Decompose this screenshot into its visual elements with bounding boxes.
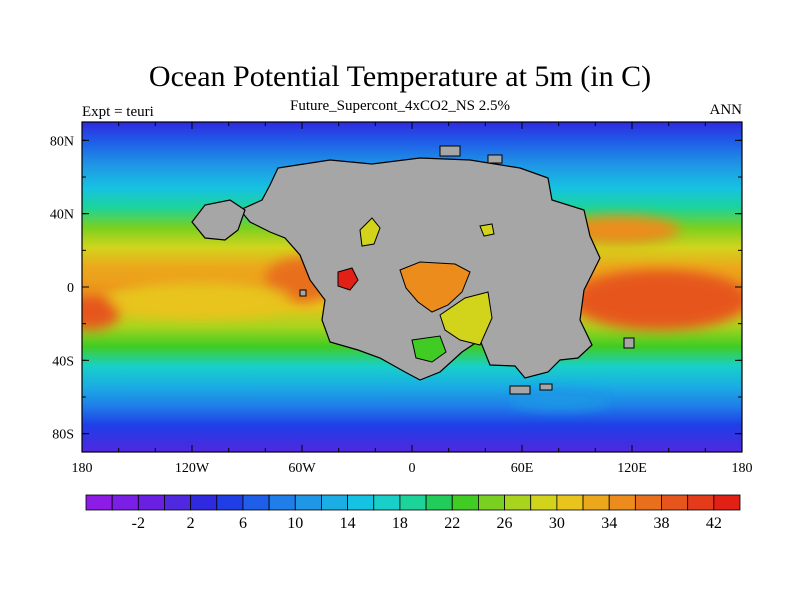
season-label: ANN	[709, 102, 743, 118]
axis-ticks	[81, 122, 743, 452]
x-tick-label: 180	[732, 461, 753, 476]
colorbar	[85, 494, 741, 511]
y-tick-label: 40N	[50, 208, 74, 223]
southern-island	[539, 383, 553, 391]
colorbar-label: 42	[706, 515, 722, 532]
arctic-island	[439, 145, 461, 157]
colorbar-box	[373, 494, 401, 511]
colorbar-box	[504, 494, 532, 511]
y-tick-labels: 80N 40N 0 40S 80S	[50, 134, 74, 442]
colorbar-box	[530, 494, 558, 511]
southern-island	[623, 337, 635, 349]
colorbar-box	[268, 494, 296, 511]
colorbar-label: 14	[340, 515, 356, 532]
colorbar-box	[425, 494, 453, 511]
y-tick-label: 40S	[52, 354, 74, 369]
colorbar-box	[582, 494, 610, 511]
x-tick-label: 60W	[288, 461, 316, 476]
x-tick-label: 0	[409, 461, 416, 476]
colorbar-label: 6	[239, 515, 247, 532]
x-tick-label: 120W	[175, 461, 210, 476]
southern-cool-patch	[510, 390, 610, 410]
colorbar-box	[347, 494, 375, 511]
colorbar-labels: -2 2 6 10 14 18 22 26 30 34 38 42	[132, 515, 722, 532]
colorbar-box	[137, 494, 165, 511]
colorbar-label: 38	[654, 515, 670, 532]
colorbar-box	[661, 494, 689, 511]
colorbar-box	[634, 494, 662, 511]
colorbar-box	[687, 494, 715, 511]
southern-island	[509, 385, 531, 395]
colorbar-box	[399, 494, 427, 511]
inland-sea-south	[439, 291, 493, 346]
x-tick-label: 120E	[617, 461, 647, 476]
inland-lake-north	[359, 217, 381, 247]
east-warm-pool	[570, 270, 742, 330]
map-field	[82, 122, 742, 452]
arctic-island	[487, 154, 503, 164]
western-islet	[299, 289, 307, 297]
colorbar-box	[477, 494, 505, 511]
y-tick-label: 80N	[50, 134, 74, 149]
colorbar-box	[451, 494, 479, 511]
colorbar-box	[242, 494, 270, 511]
colorbar-label: 30	[549, 515, 565, 532]
islands	[299, 145, 635, 395]
colorbar-box	[85, 494, 113, 511]
colorbar-box	[190, 494, 218, 511]
colorbar-label: 34	[601, 515, 617, 532]
y-tick-label: 0	[67, 281, 74, 296]
southern-gulf	[411, 335, 447, 363]
northwest-peninsula	[191, 199, 246, 241]
inland-sea-central	[399, 261, 471, 313]
plot-subtitle: Future_Supercont_4xCO2_NS 2.5%	[290, 98, 510, 114]
subtropical-band-west	[110, 282, 290, 318]
x-tick-label: 60E	[511, 461, 534, 476]
colorbar-box	[216, 494, 244, 511]
colorbar-label: 2	[187, 515, 195, 532]
colorbar-label: -2	[132, 515, 145, 532]
west-warm-pool	[82, 294, 120, 330]
colorbar-label: 18	[392, 515, 408, 532]
colorbar-label: 26	[497, 515, 513, 532]
colorbar-box	[713, 494, 741, 511]
colorbar-box	[111, 494, 139, 511]
y-tick-label: 80S	[52, 428, 74, 443]
colorbar-box	[294, 494, 322, 511]
inland-lake-east	[479, 223, 495, 237]
x-tick-label: 180	[72, 461, 93, 476]
experiment-label: Expt = teuri	[82, 104, 154, 120]
colorbar-box	[608, 494, 636, 511]
colorbar-label: 22	[444, 515, 460, 532]
plot-title: Ocean Potential Temperature at 5m (in C)	[148, 60, 652, 93]
colorbar-label: 10	[287, 515, 303, 532]
colorbar-box	[556, 494, 584, 511]
hot-inland-sea	[337, 267, 359, 291]
colorbar-box	[321, 494, 349, 511]
x-tick-labels: 180 120W 60W 0 60E 120E 180	[72, 461, 753, 476]
colorbar-box	[164, 494, 192, 511]
